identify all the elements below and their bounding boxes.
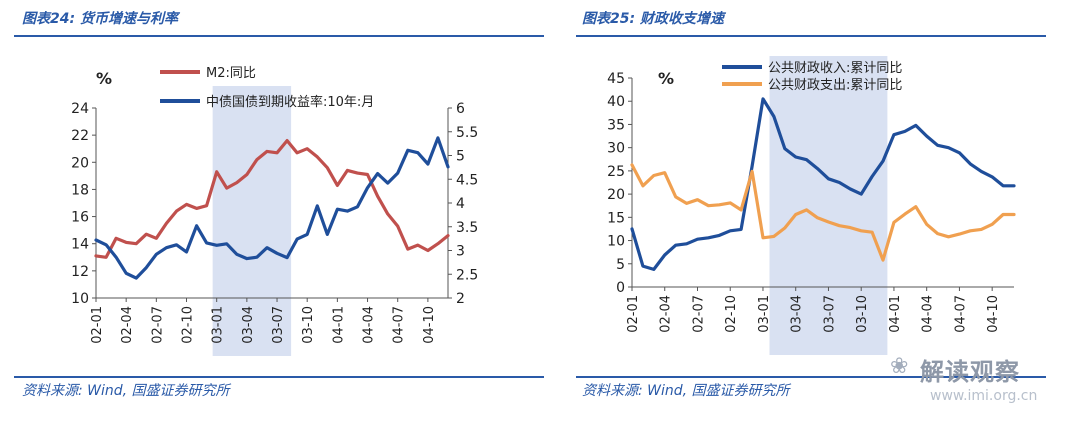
left-bottom-rule (14, 376, 544, 378)
right-top-rule (576, 35, 1046, 37)
left-tick-label: 18 (71, 182, 89, 198)
x-tick-label: 03-07 (271, 306, 286, 344)
right-tick-label: 2.5 (456, 267, 478, 283)
x-tick-label: 04-10 (986, 295, 1001, 333)
x-tick-label: 04-10 (422, 306, 437, 344)
left-top-rule (14, 35, 544, 37)
right-tick-label: 3 (456, 244, 465, 260)
x-tick-label: 02-04 (659, 295, 674, 333)
fiscal-chart: 0 5 10 15 20 25 30 35 40 45 02-01 02-04 02-07 02-10 03… (607, 56, 1016, 355)
right-tick-label: 5.5 (456, 125, 478, 141)
right-chart-title: 图表25: 财政收支增速 (582, 11, 724, 27)
left-chart-title: 图表24: 货币增速与利率 (22, 11, 178, 27)
x-tick-label: 03-10 (855, 295, 870, 333)
x-tick-label: 02-07 (150, 306, 165, 344)
left-tick-label: 20 (71, 155, 89, 171)
left-tick-label: 16 (71, 210, 89, 226)
watermark: ❀ 解读观察 www.imi.org.cn (890, 352, 1060, 412)
right-panel: 图表25: 财政收支增速 0 5 10 15 20 25 30 35 40 45 02-01 02-0… (572, 0, 1080, 422)
x-tick-label: 02-01 (626, 295, 641, 333)
legend-label-1: 公共财政收入:累计同比 (768, 61, 902, 76)
legend-label-2: 中债国债到期收益率:10年:月 (206, 94, 374, 110)
x-tick-label: 04-07 (392, 306, 407, 344)
shaded-period (769, 56, 888, 355)
watermark-name: 解读观察 (920, 358, 1020, 386)
right-tick-label: 4.5 (456, 172, 478, 188)
x-tick-label: 04-04 (921, 295, 936, 333)
left-source-note: 资料来源: Wind, 国盛证券研究所 (22, 383, 230, 399)
x-tick-label: 04-04 (362, 306, 377, 344)
left-tick-label: 15 (607, 210, 625, 226)
x-tick-label: 04-01 (331, 306, 346, 344)
series-line-2 (94, 136, 450, 280)
x-tick-label: 02-07 (691, 295, 706, 333)
left-tick-label: 10 (71, 291, 89, 307)
x-tick-label: 03-01 (211, 306, 226, 344)
legend-label-1: M2:同比 (206, 66, 256, 81)
watermark-logo-icon: ❀ (890, 354, 909, 379)
left-panel: 图表24: 货币增速与利率 10 12 14 16 18 20 22 24 2 2.5 3 3.5 4 4… (14, 11, 544, 399)
shaded-period (212, 86, 292, 356)
left-tick-label: 35 (607, 117, 625, 133)
left-tick-label: 0 (616, 280, 625, 296)
right-tick-label: 4 (456, 196, 465, 212)
series-line-1 (94, 138, 450, 259)
left-tick-label: 22 (71, 128, 89, 144)
x-tick-label: 03-01 (757, 295, 772, 333)
left-tick-label: 10 (607, 234, 625, 250)
left-tick-label: 25 (607, 164, 625, 180)
m2-yield-chart: 10 12 14 16 18 20 22 24 2 2.5 3 3.5 4 4.5 5 5.5 6 02-01 02… (71, 66, 478, 356)
left-tick-label: 40 (607, 94, 625, 110)
left-tick-label: 45 (607, 71, 625, 87)
right-bottom-rule (576, 376, 1046, 378)
x-tick-label: 02-10 (181, 306, 196, 344)
left-tick-label: 14 (71, 237, 89, 253)
legend-label-2: 公共财政支出:累计同比 (768, 78, 902, 93)
series-line-1 (630, 97, 1016, 271)
right-tick-label: 6 (456, 101, 465, 117)
x-tick-label: 02-01 (90, 306, 105, 344)
x-tick-label: 03-04 (241, 306, 256, 344)
left-tick-label: 24 (71, 101, 89, 117)
left-tick-label: 12 (71, 264, 89, 280)
left-tick-label: 5 (616, 257, 625, 273)
left-tick-label: 20 (607, 187, 625, 203)
x-tick-label: 04-07 (953, 295, 968, 333)
right-source-note: 资料来源: Wind, 国盛证券研究所 (582, 383, 790, 399)
x-tick-label: 03-04 (790, 295, 805, 333)
x-tick-label: 03-07 (822, 295, 837, 333)
x-tick-label: 03-10 (301, 306, 316, 344)
series-line-2 (630, 163, 1016, 262)
x-tick-label: 02-04 (120, 306, 135, 344)
unit-label: % (658, 69, 674, 88)
right-tick-label: 5 (456, 149, 465, 165)
right-tick-label: 2 (456, 291, 465, 307)
x-tick-label: 04-01 (888, 295, 903, 333)
left-tick-label: 30 (607, 141, 625, 157)
x-tick-label: 02-10 (724, 295, 739, 333)
unit-label: % (96, 69, 112, 88)
watermark-url: www.imi.org.cn (930, 388, 1038, 404)
right-tick-label: 3.5 (456, 220, 478, 236)
